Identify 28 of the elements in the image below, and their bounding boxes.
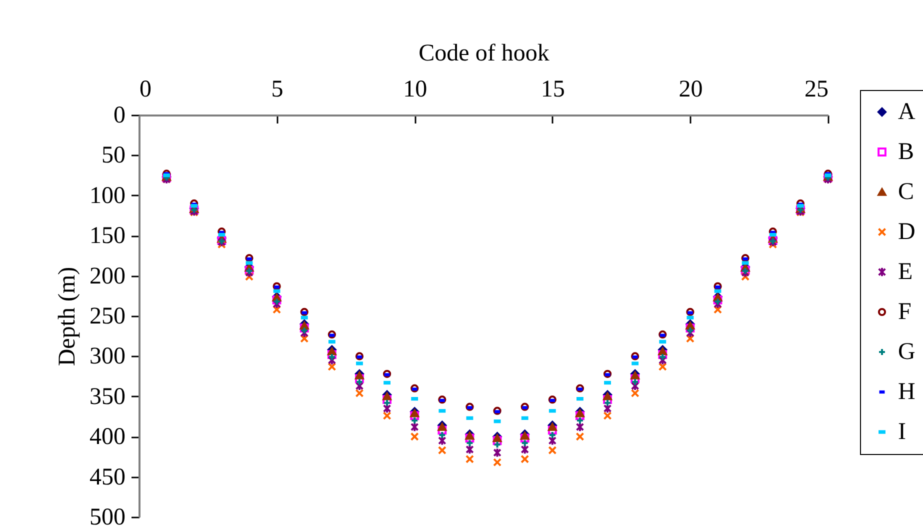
legend-label: A	[898, 99, 916, 125]
y-tick-label: 0	[114, 102, 126, 128]
x-tick-label: 5	[271, 76, 284, 102]
y-tick-label: 450	[90, 464, 126, 490]
x-tick-label: 0	[140, 76, 152, 102]
x-tick-label: 10	[403, 76, 428, 102]
y-tick-label: 500	[90, 504, 126, 530]
legend-label: D	[898, 219, 916, 245]
y-axis-title: Depth (m)	[54, 266, 80, 366]
x-tick-label: 20	[678, 76, 703, 102]
y-tick-label: 300	[90, 344, 126, 370]
legend-label: I	[898, 419, 906, 445]
y-tick-label: 400	[90, 424, 126, 450]
y-tick-label: 250	[90, 304, 126, 330]
x-axis-title: Code of hook	[418, 40, 550, 66]
legend-label: H	[898, 379, 916, 405]
legend-label: E	[898, 259, 913, 285]
legend-label: G	[898, 339, 916, 365]
y-tick-label: 200	[90, 263, 126, 290]
y-tick-label: 50	[102, 142, 126, 169]
y-tick-label: 350	[90, 384, 126, 410]
legend-label: B	[898, 139, 914, 165]
x-tick-label: 25	[804, 76, 828, 102]
y-tick-label: 150	[90, 223, 126, 250]
y-tick-label: 100	[90, 182, 126, 209]
x-tick-label: 15	[540, 76, 565, 102]
legend-label: F	[898, 299, 912, 325]
legend-label: C	[898, 179, 914, 205]
